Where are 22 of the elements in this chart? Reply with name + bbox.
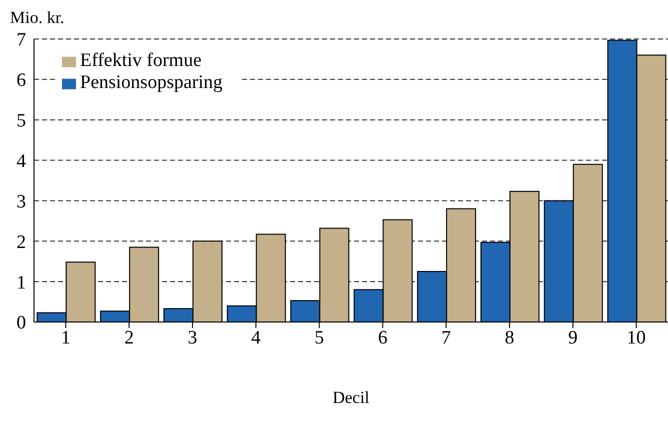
x-tick-label: 4 bbox=[251, 327, 262, 348]
x-tick-label: 3 bbox=[188, 327, 198, 348]
x-axis-title: Decil bbox=[332, 388, 370, 408]
x-tick-label: 7 bbox=[441, 327, 451, 348]
y-tick-label: 1 bbox=[16, 272, 26, 294]
y-tick-label: 2 bbox=[16, 232, 26, 253]
y-tick-label: 0 bbox=[16, 312, 26, 334]
y-tick-label: 6 bbox=[16, 70, 26, 92]
x-tick-label: 8 bbox=[504, 327, 514, 348]
y-tick-label: 7 bbox=[16, 30, 26, 51]
x-tick-label: 2 bbox=[124, 327, 134, 348]
y-tick-label: 4 bbox=[16, 151, 26, 172]
legend-label: Pensionsopsparing bbox=[80, 72, 222, 93]
x-tick-label: 10 bbox=[626, 327, 646, 348]
y-axis-title: Mio. kr. bbox=[10, 8, 64, 28]
legend-label: Effektiv formue bbox=[80, 50, 202, 71]
x-tick-label: 1 bbox=[60, 327, 70, 348]
x-tick-label: 9 bbox=[568, 327, 578, 348]
y-tick-label: 3 bbox=[16, 191, 26, 212]
x-tick-label: 6 bbox=[378, 327, 388, 348]
x-tick-label: 5 bbox=[314, 327, 324, 348]
y-tick-label: 5 bbox=[16, 110, 26, 132]
